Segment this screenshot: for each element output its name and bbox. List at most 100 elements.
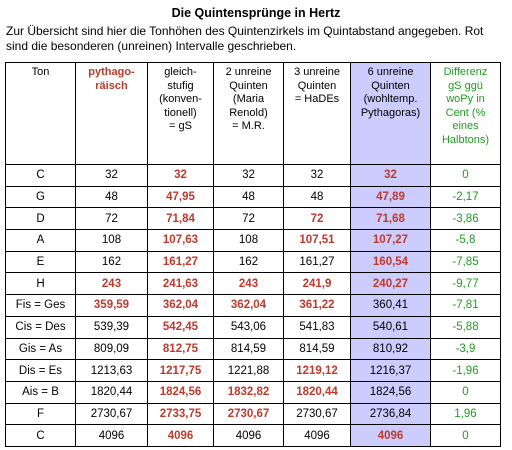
header-line: (wohltemp.	[363, 93, 418, 105]
table-row: E 162 161,27 162 161,27 160,54 -7,85	[5, 250, 501, 274]
table-row: G 48 47,95 48 48 47,89 -2,17	[5, 185, 501, 209]
table-cell: 108	[213, 229, 284, 252]
table-cell: 1820,44	[75, 380, 148, 404]
table-cell: 4096	[75, 424, 148, 447]
table-cell: 541,83	[283, 315, 351, 339]
table-cell: 362,04	[147, 294, 214, 317]
header-line: gleich-	[164, 66, 197, 78]
table-cell: 2736,84	[350, 402, 431, 426]
header-line: = HaDEs	[294, 93, 340, 105]
table-body: C 32 32 32 32 32 0 G 48 47,95 48 48 47,89 -2,17 D 72 71,…	[5, 164, 501, 447]
table-cell: 1,96	[430, 402, 501, 426]
table-cell: A	[5, 229, 76, 252]
table-cell: 4096	[213, 424, 284, 447]
table-cell: Ais = B	[5, 380, 76, 404]
table-row: H 243 241,63 243 241,9 240,27 -9,77	[5, 272, 501, 296]
header-line: Differenz	[443, 66, 488, 78]
table-cell: 1832,82	[213, 380, 284, 404]
table-cell: 1820,44	[283, 380, 351, 404]
table-cell: 71,68	[350, 207, 431, 231]
table-cell: 48	[213, 185, 284, 209]
header-line: eines	[452, 120, 479, 132]
table-cell: -5,8	[430, 229, 501, 252]
table-cell: Dis = Es	[5, 359, 76, 382]
header-line: 6 unreine	[367, 66, 414, 78]
intro: Zur Übersicht sind hier die Tonhöhen des…	[6, 24, 483, 54]
table-cell: 48	[75, 185, 148, 209]
table-cell: 543,06	[213, 315, 284, 339]
header-line: (Maria	[232, 93, 265, 105]
table-cell: 32	[350, 164, 431, 187]
table-cell: 0	[430, 380, 501, 404]
header-line: stufig	[167, 79, 194, 92]
table-cell: 362,04	[213, 294, 284, 317]
table-cell: -2,17	[430, 185, 501, 209]
header-cell: Ton	[5, 62, 76, 165]
header-line: = M.R.	[232, 120, 265, 132]
table-cell: 71,84	[147, 207, 214, 231]
table-cell: 540,61	[350, 315, 431, 339]
table-cell: 360,41	[350, 294, 431, 317]
table-cell: 542,45	[147, 315, 214, 339]
table-cell: 809,09	[75, 337, 148, 361]
table-cell: 812,75	[147, 337, 214, 361]
header-cell: gleich-stufig (konven-tionell) = gS	[147, 62, 214, 165]
table-cell: 47,89	[350, 185, 431, 209]
table-cell: -3,86	[430, 207, 501, 231]
table-row: A 108 107,63 108 107,51 107,27 -5,8	[5, 229, 501, 252]
header-line: (konven-	[159, 93, 202, 105]
table-cell: 32	[213, 164, 284, 187]
table-cell: D	[5, 207, 76, 231]
table-cell: 72	[213, 207, 284, 231]
table-row: Fis = Ges 359,59 362,04 362,04 361,22 360,41-…	[5, 294, 501, 317]
table-cell: 107,27	[350, 229, 431, 252]
table-cell: 4096	[147, 424, 214, 447]
header-line: Cent (%	[445, 106, 486, 119]
table-cell: 241,9	[283, 272, 351, 296]
table-row: Cis = Des 539,39 542,45 543,06 541,83 540,61-…	[5, 315, 501, 339]
header-cell: 6 unreine Quinten (wohltemp. Pythagoras)	[350, 62, 431, 165]
table-row: Dis = Es 1213,63 1217,75 1221,88 1219,12 1216…	[5, 359, 501, 382]
table-row: C 32 32 32 32 32 0	[5, 164, 501, 187]
header-line: 2 unreine	[225, 66, 272, 78]
table-cell: 162	[213, 250, 284, 274]
table-cell: 0	[430, 424, 501, 447]
table-cell: 1217,75	[147, 359, 214, 382]
table: Ton pythago-räisch gleich-stufig (konven-ti…	[5, 62, 501, 447]
intro-line: sind die besonderen (unreinen) Intervall…	[6, 39, 297, 53]
table-cell: 72	[283, 207, 351, 231]
table-cell: 2730,67	[283, 402, 351, 426]
table-row: F 2730,67 2733,75 2730,67 2730,67 2736,84 1,96	[5, 402, 501, 426]
header-cell: Differenz gS ggü woPy in Cent (% eines Halbto…	[430, 62, 501, 165]
header-cell: pythago-räisch	[75, 62, 148, 165]
table-cell: 1213,63	[75, 359, 148, 382]
header-line: tionell)	[164, 106, 197, 119]
table-cell: F	[5, 402, 76, 426]
table-cell: 1221,88	[213, 359, 284, 382]
header-line: räisch	[95, 79, 128, 92]
table-cell: 108	[75, 229, 148, 252]
header-line: Renold)	[229, 106, 268, 119]
table-row: D 72 71,84 72 72 71,68 -3,86	[5, 207, 501, 231]
table-cell: 1824,56	[147, 380, 214, 404]
header-line: Quinten	[229, 79, 268, 92]
table-cell: C	[5, 164, 76, 187]
header-line: Quinten	[297, 79, 337, 92]
table-cell: -7,85	[430, 250, 501, 274]
table-cell: 1824,56	[350, 380, 431, 404]
header-cell: 3 unreine Quinten = HaDEs	[283, 62, 351, 165]
table-cell: -9,77	[430, 272, 501, 296]
table-cell: 2730,67	[213, 402, 284, 426]
table-cell: 243	[213, 272, 284, 296]
table-cell: 160,54	[350, 250, 431, 274]
table-cell: C	[5, 424, 76, 447]
header-line: gS ggü	[448, 79, 483, 92]
table-cell: 810,92	[350, 337, 431, 361]
header-line: Quinten	[371, 79, 410, 92]
table-cell: 47,95	[147, 185, 214, 209]
table-cell: -1,96	[430, 359, 501, 382]
table-cell: G	[5, 185, 76, 209]
table-cell: 240,27	[350, 272, 431, 296]
table-cell: 32	[75, 164, 148, 187]
table-cell: 2730,67	[75, 402, 148, 426]
